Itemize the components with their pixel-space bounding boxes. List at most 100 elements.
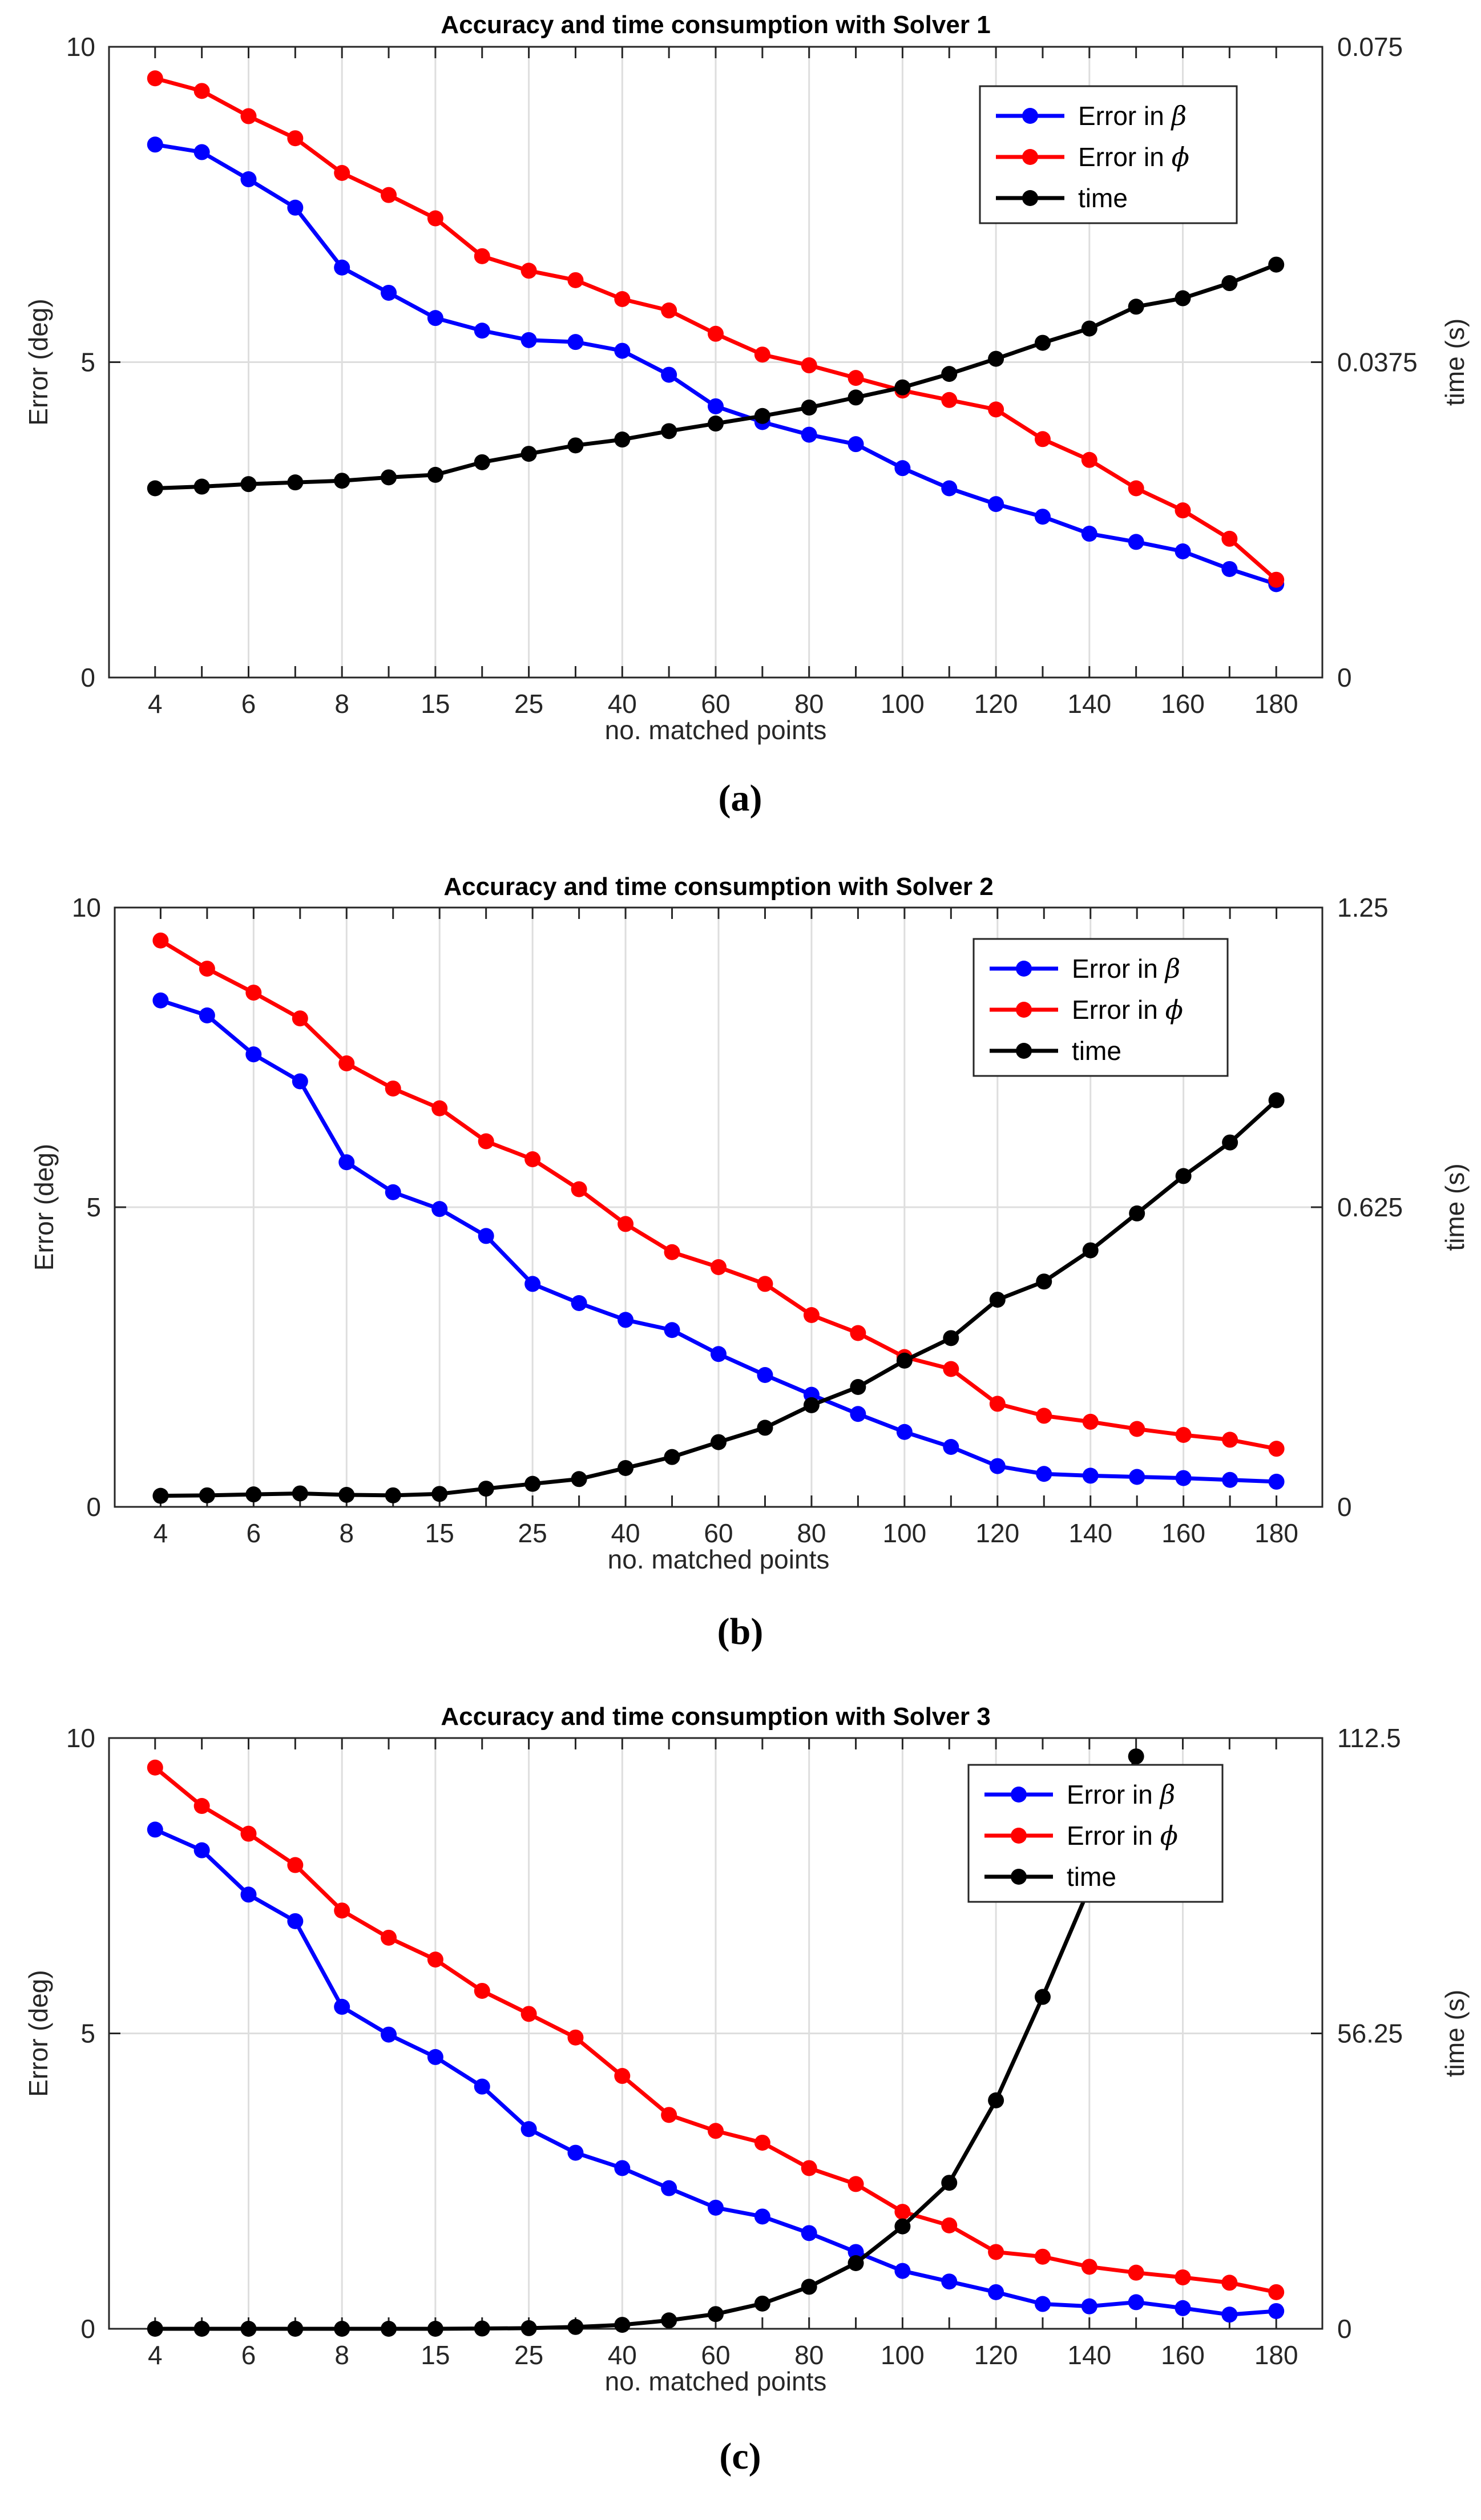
- data-point: [850, 1406, 866, 1422]
- data-point: [1175, 2300, 1191, 2316]
- data-point: [661, 2180, 677, 2196]
- x-tick-label: 60: [704, 1518, 733, 1548]
- data-point: [801, 400, 817, 416]
- legend-label-symbol: ϕ: [1160, 1820, 1178, 1851]
- x-tick-label: 100: [881, 689, 925, 719]
- data-point: [571, 1181, 587, 1197]
- data-point: [147, 1759, 163, 1776]
- data-point: [1081, 320, 1097, 337]
- data-point: [431, 1100, 448, 1116]
- data-point: [1129, 1421, 1145, 1437]
- data-point: [941, 480, 958, 497]
- data-point: [894, 2263, 911, 2279]
- data-point: [850, 1379, 866, 1395]
- data-point: [152, 932, 169, 949]
- data-point: [661, 302, 677, 318]
- x-tick-label: 40: [608, 2340, 637, 2370]
- x-tick-label: 6: [247, 1518, 261, 1548]
- data-point: [431, 1201, 448, 1217]
- legend-item-1: Error in ϕ: [990, 994, 1183, 1025]
- y-tick-label: 5: [80, 2019, 95, 2049]
- data-point: [287, 2321, 304, 2337]
- data-point: [848, 2176, 864, 2192]
- data-point: [708, 2306, 724, 2323]
- data-point: [571, 1295, 587, 1311]
- data-point: [427, 2049, 443, 2065]
- legend-label-text: time: [1078, 183, 1128, 213]
- data-point: [334, 165, 350, 181]
- y2-tick-label: 0: [1337, 663, 1352, 692]
- data-point: [1221, 2275, 1238, 2291]
- x-tick-label: 60: [701, 2340, 730, 2370]
- data-point: [848, 2244, 864, 2260]
- y-tick-label: 10: [72, 893, 101, 922]
- data-point: [147, 480, 163, 497]
- data-point: [520, 446, 537, 462]
- data-point: [1129, 1205, 1145, 1221]
- data-point: [240, 171, 257, 188]
- chart-panel-2: 4 6 8 15 25 40 60 80 100 120 140 160 1800510056.2511…: [23, 1703, 1470, 2477]
- data-point: [1128, 534, 1144, 550]
- data-point: [754, 2134, 770, 2151]
- data-point: [943, 1330, 959, 1346]
- y-tick-label: 10: [66, 1723, 95, 1753]
- x-tick-label: 100: [882, 1518, 926, 1548]
- data-point: [894, 2218, 911, 2235]
- y2-axis-label: time (s): [1440, 1163, 1470, 1251]
- data-point: [708, 398, 724, 414]
- y-tick-label: 5: [80, 348, 95, 377]
- data-point: [989, 1396, 1006, 1412]
- legend-item-2: time: [984, 1862, 1116, 1892]
- data-point: [711, 1346, 727, 1362]
- data-point: [988, 401, 1004, 418]
- series-0: [152, 992, 1285, 1490]
- data-point: [711, 1434, 727, 1450]
- data-point: [1268, 2284, 1285, 2300]
- figure-caption: (b): [717, 1611, 764, 1652]
- x-tick-label: 160: [1161, 1518, 1205, 1548]
- data-point: [661, 366, 677, 383]
- data-point: [199, 961, 215, 977]
- data-point: [1081, 2259, 1097, 2275]
- data-point: [1221, 275, 1238, 292]
- data-point: [334, 473, 350, 489]
- data-point: [1036, 1408, 1052, 1424]
- data-point: [520, 2006, 537, 2022]
- data-point: [754, 2208, 770, 2225]
- data-point: [1268, 1092, 1285, 1108]
- data-point: [567, 272, 584, 288]
- legend-label-symbol: ϕ: [1172, 142, 1189, 172]
- x-tick-label: 140: [1067, 689, 1111, 719]
- data-point: [894, 2204, 911, 2220]
- y-tick-label: 10: [66, 32, 95, 62]
- data-point: [334, 259, 350, 276]
- data-point: [801, 2279, 817, 2295]
- data-point: [1175, 290, 1191, 307]
- data-point: [941, 2175, 958, 2191]
- data-point: [287, 130, 304, 147]
- x-tick-label: 4: [154, 1518, 168, 1548]
- y2-axis-label: time (s): [1440, 1990, 1470, 2077]
- data-point: [567, 437, 584, 454]
- y2-tick-label: 0.0375: [1337, 348, 1418, 377]
- data-point: [1081, 451, 1097, 468]
- data-point: [524, 1475, 541, 1492]
- legend-label: Error in β: [1067, 1779, 1175, 1810]
- data-point: [381, 1929, 397, 1946]
- legend-box: [967, 1764, 1224, 1903]
- x-tick-label: 180: [1254, 689, 1298, 719]
- x-tick-label: 80: [794, 689, 824, 719]
- y2-tick-label: 1.25: [1337, 893, 1389, 922]
- data-point: [1175, 1168, 1192, 1184]
- data-point: [1268, 2303, 1285, 2319]
- data-point: [1175, 2269, 1191, 2285]
- data-point: [193, 144, 210, 160]
- x-axis-label: no. matched points: [608, 1545, 830, 1574]
- data-point: [708, 325, 724, 342]
- legend-label: time: [1078, 183, 1128, 213]
- data-point: [801, 2225, 817, 2241]
- data-point: [381, 2026, 397, 2043]
